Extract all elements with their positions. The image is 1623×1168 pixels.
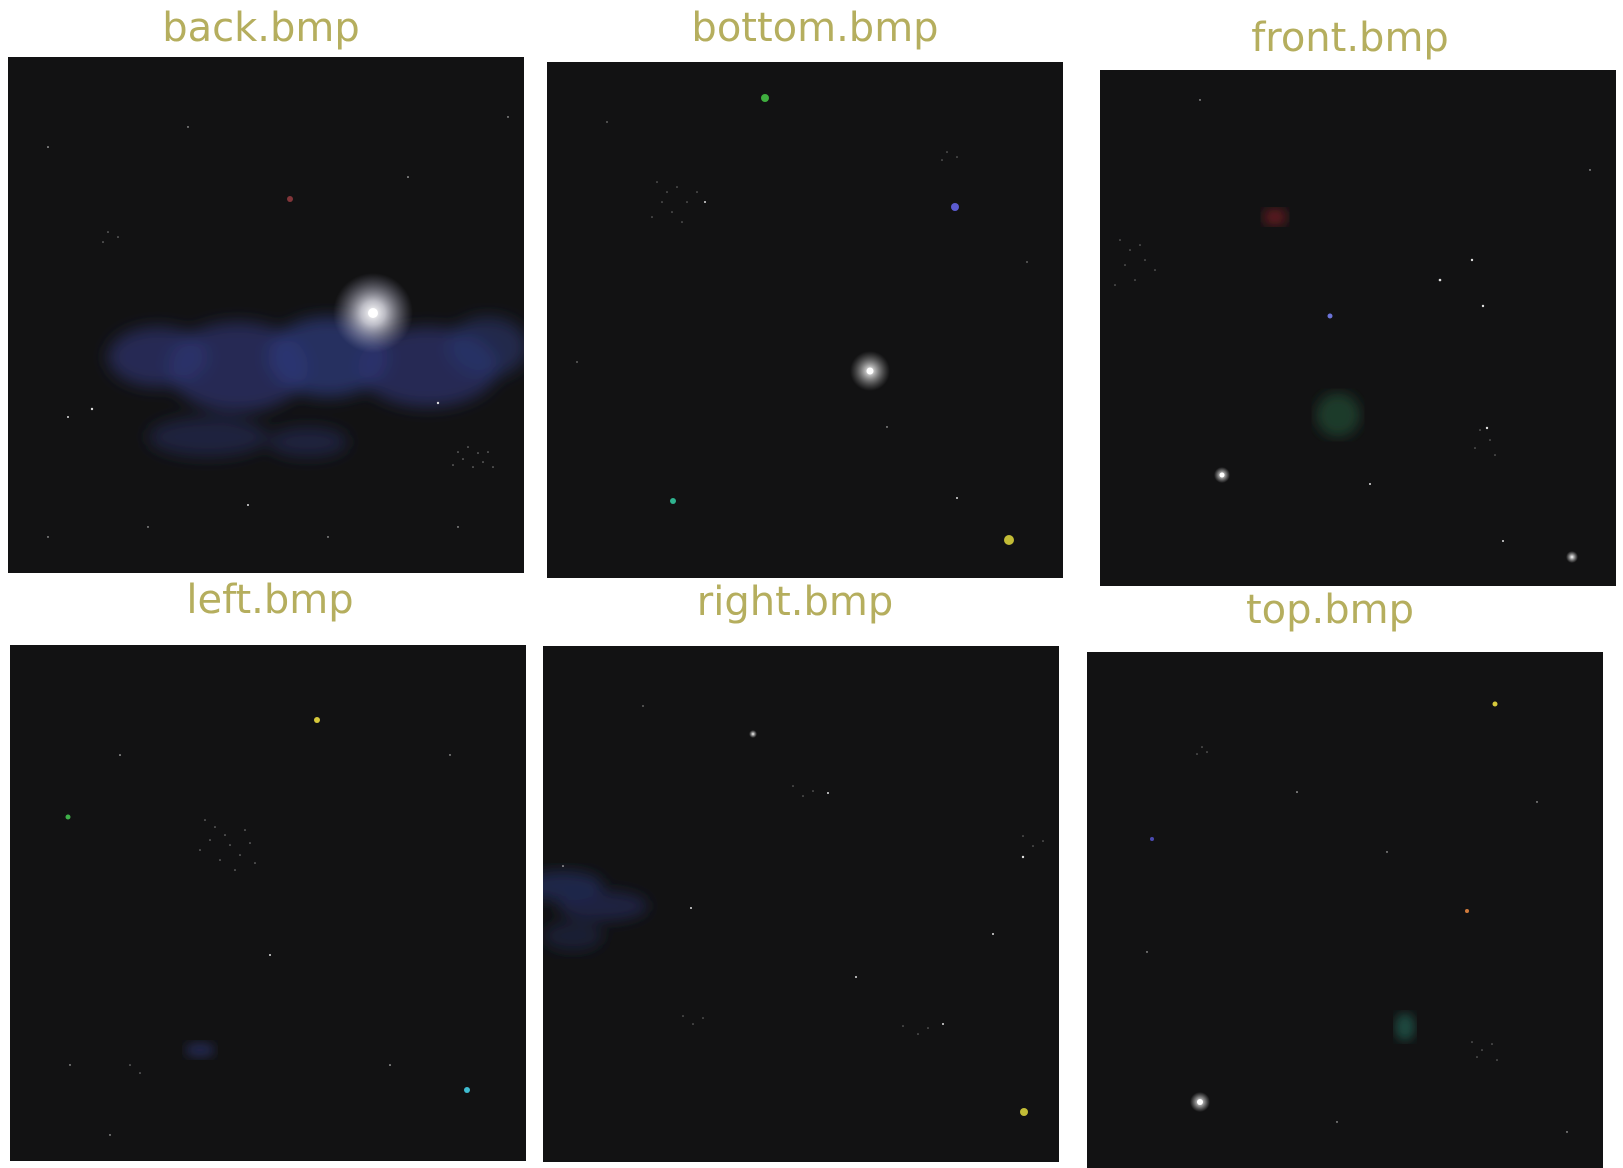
cluster-right [682,785,1044,1035]
cluster-left [129,819,256,1074]
skybox-image-right [543,646,1059,1162]
tile-label-back: back.bmp [162,5,360,51]
star-green [761,94,769,102]
star-white-2 [1566,551,1578,563]
back-skybox-svg [47,116,524,538]
top-skybox-svg [1146,701,1568,1133]
cluster-bottom [651,151,958,223]
star-teal [670,498,676,504]
star-yellow [1492,701,1498,707]
cluster-back [102,231,494,468]
star-yellow [314,717,320,723]
skybox-image-left [10,645,526,1161]
front-skybox-svg [1114,99,1591,563]
tile-label-left: left.bmp [186,577,354,623]
tile-label-top: top.bmp [1245,587,1414,633]
skybox-image-front [1100,70,1616,586]
tile-label-front: front.bmp [1251,15,1449,61]
nebula-green [1316,393,1360,437]
star-blue [951,203,959,211]
skybox-image-top [1087,652,1603,1168]
skybox-image-bottom [547,62,1063,578]
right-skybox-svg [543,705,1044,1116]
star-blue [1327,313,1333,319]
cluster-front [1114,239,1496,456]
nebula-dim [185,1042,215,1058]
left-skybox-svg [65,717,470,1136]
cluster-top [1196,746,1498,1061]
star-cyan [464,1087,470,1093]
star-orange [1465,909,1469,913]
bottom-skybox-svg [576,94,1028,545]
nebula-back [108,317,524,457]
nebula-teal [1395,1013,1415,1041]
star-white [749,730,757,738]
nebula-red [1263,209,1287,225]
nebula-right [543,871,648,951]
star-yellow [1020,1108,1028,1116]
star-green [65,814,71,820]
tile-label-right: right.bmp [696,579,894,625]
star-blue [1150,837,1154,841]
star-red [287,196,293,202]
skybox-image-back [8,57,524,573]
tile-label-bottom: bottom.bmp [691,5,939,51]
star-yellow [1004,535,1014,545]
